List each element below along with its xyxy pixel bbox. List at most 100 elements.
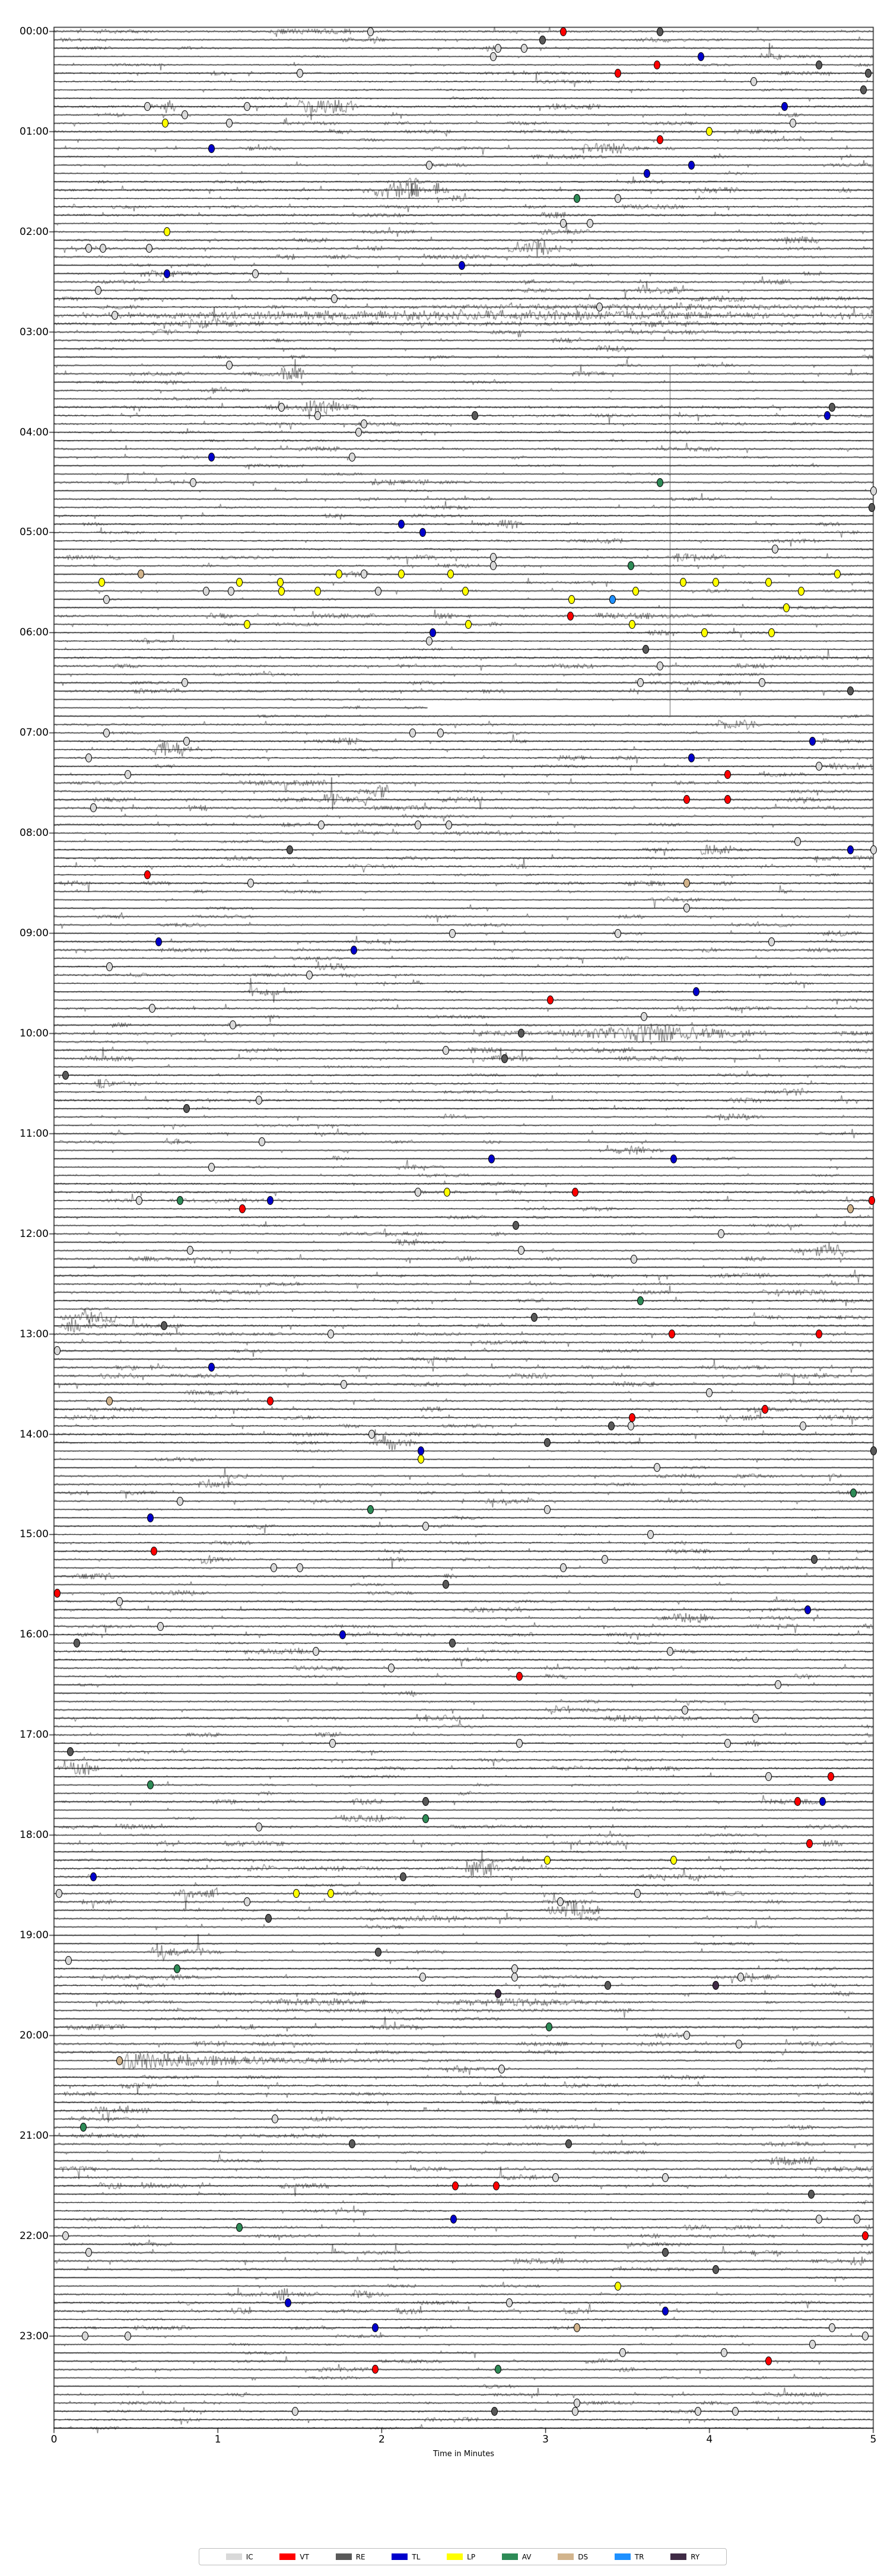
event-marker-ic[interactable] [667,1647,673,1656]
event-marker-ic[interactable] [752,1713,759,1723]
event-marker-vt[interactable] [371,2365,379,2374]
event-marker-lp[interactable] [713,578,720,587]
event-marker-lp[interactable] [462,586,469,596]
event-marker-ic[interactable] [694,2406,701,2416]
event-marker-tl[interactable] [164,269,171,278]
event-marker-ic[interactable] [768,937,775,946]
event-marker-vt[interactable] [794,1797,802,1807]
event-marker-lp[interactable] [276,578,284,587]
event-marker-ic[interactable] [596,302,603,311]
event-marker-re[interactable] [565,2139,572,2149]
event-marker-ic[interactable] [313,1647,320,1656]
event-marker-ic[interactable] [736,2039,743,2049]
event-marker-lp[interactable] [765,578,772,587]
event-marker-tl[interactable] [339,1630,346,1639]
event-marker-ic[interactable] [100,244,107,253]
event-marker-ic[interactable] [317,820,325,829]
event-marker-ic[interactable] [437,728,444,737]
event-marker-ic[interactable] [226,119,233,128]
event-marker-ic[interactable] [244,102,251,112]
event-marker-vt[interactable] [724,770,731,780]
event-marker-av[interactable] [627,561,634,571]
event-marker-ic[interactable] [85,244,92,253]
event-marker-ic[interactable] [614,193,621,203]
event-marker-ic[interactable] [314,411,322,420]
event-marker-ic[interactable] [634,1889,641,1898]
event-marker-ic[interactable] [853,2215,860,2224]
event-marker-re[interactable] [422,1797,430,1807]
event-marker-vt[interactable] [144,870,151,880]
event-marker-av[interactable] [850,1488,857,1497]
event-marker-ic[interactable] [252,269,259,278]
event-marker-ic[interactable] [103,728,110,737]
event-marker-av[interactable] [367,1505,374,1514]
event-marker-re[interactable] [62,1070,69,1080]
event-marker-lp[interactable] [632,586,639,596]
event-marker-ic[interactable] [244,1897,251,1907]
event-marker-ic[interactable] [186,1246,193,1255]
event-marker-ic[interactable] [306,970,313,979]
event-marker-ic[interactable] [640,1012,647,1022]
event-marker-ic[interactable] [272,2114,279,2124]
event-marker-ic[interactable] [355,428,362,437]
event-marker-ic[interactable] [177,1496,184,1506]
event-marker-av[interactable] [495,2365,501,2374]
event-marker-re[interactable] [847,686,854,696]
event-marker-re[interactable] [442,1580,449,1589]
event-marker-re[interactable] [183,1104,190,1114]
event-marker-lp[interactable] [327,1889,335,1898]
event-marker-ic[interactable] [861,2332,869,2341]
event-marker-vt[interactable] [724,795,731,804]
event-marker-tl[interactable] [488,1154,495,1163]
event-marker-ic[interactable] [55,1889,62,1898]
event-marker-ds[interactable] [683,879,690,888]
event-marker-ic[interactable] [149,1004,156,1013]
event-marker-ic[interactable] [765,1772,772,1782]
event-marker-lp[interactable] [568,594,575,604]
event-marker-tl[interactable] [147,1513,154,1522]
event-marker-lp[interactable] [543,1855,551,1865]
event-marker-ic[interactable] [255,1096,262,1105]
event-marker-tl[interactable] [459,260,466,270]
event-marker-re[interactable] [74,1638,81,1648]
event-marker-re[interactable] [472,411,479,420]
event-marker-tl[interactable] [809,736,816,746]
event-marker-ic[interactable] [543,1505,551,1514]
event-marker-tl[interactable] [644,168,651,178]
event-marker-ic[interactable] [809,2340,816,2349]
event-marker-ic[interactable] [683,904,690,913]
event-marker-ic[interactable] [81,2332,88,2341]
event-marker-ic[interactable] [124,2332,131,2341]
event-marker-ic[interactable] [870,845,877,854]
event-marker-ic[interactable] [870,486,877,495]
event-marker-ds[interactable] [847,1204,854,1214]
event-marker-ic[interactable] [203,586,210,596]
event-marker-ic[interactable] [190,478,197,487]
event-marker-re[interactable] [816,60,823,69]
event-marker-tl[interactable] [285,2298,292,2307]
event-marker-lp[interactable] [783,603,790,612]
event-marker-tl[interactable] [661,2306,669,2316]
event-marker-ic[interactable] [790,119,797,128]
event-marker-re[interactable] [713,2265,720,2274]
event-marker-lp[interactable] [98,578,105,587]
event-marker-ic[interactable] [732,2406,739,2416]
event-marker-ic[interactable] [208,1162,215,1172]
event-marker-re[interactable] [375,1947,382,1957]
event-marker-av[interactable] [422,1814,430,1823]
event-marker-ic[interactable] [498,2064,505,2073]
event-marker-lp[interactable] [706,127,713,136]
event-marker-ds[interactable] [116,2056,123,2065]
event-marker-ic[interactable] [227,586,234,596]
event-marker-ic[interactable] [614,928,621,938]
event-marker-vt[interactable] [657,135,664,145]
event-marker-ic[interactable] [560,1563,567,1573]
event-marker-ic[interactable] [278,402,285,412]
event-marker-ic[interactable] [495,43,501,53]
event-marker-ic[interactable] [586,219,593,228]
event-marker-lp[interactable] [398,570,405,579]
event-marker-ic[interactable] [291,2406,298,2416]
event-marker-lp[interactable] [162,119,169,128]
event-marker-ic[interactable] [90,803,97,813]
event-marker-vt[interactable] [827,1772,834,1782]
